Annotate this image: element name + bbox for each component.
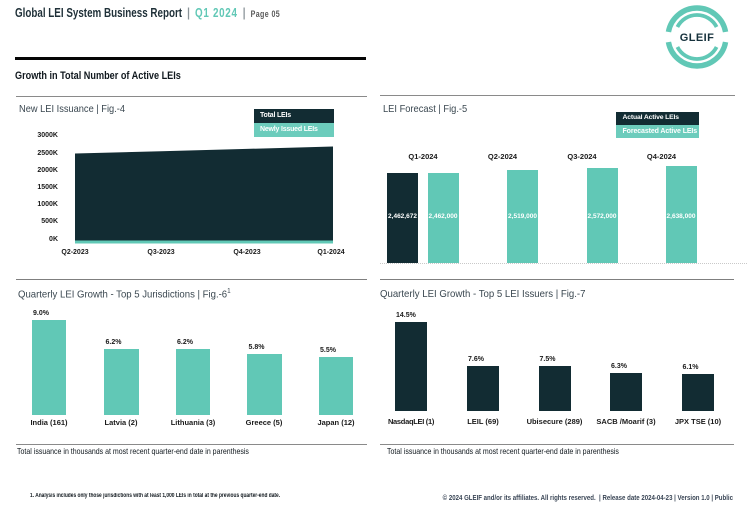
svg-text:GLEIF: GLEIF [680,32,714,44]
